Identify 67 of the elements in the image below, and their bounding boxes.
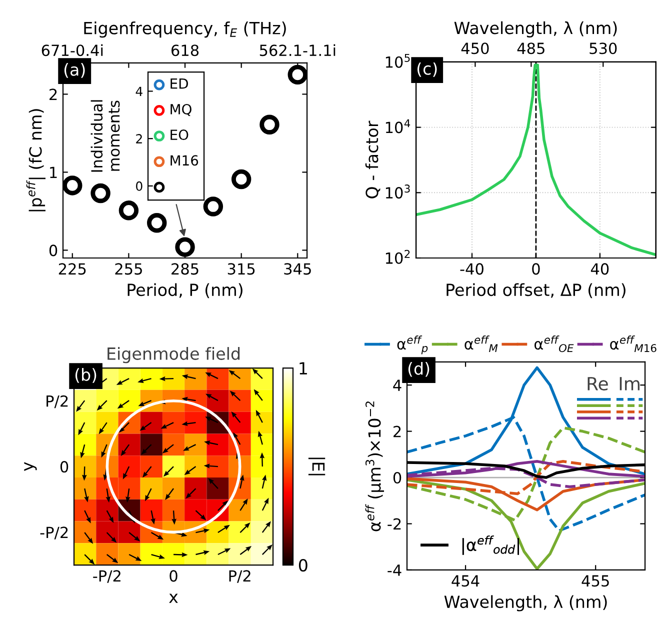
y-tick-label: 0 — [393, 472, 402, 484]
x-tick-label: 315 — [228, 263, 255, 275]
annotation: Im — [620, 377, 640, 390]
annotation: (c) — [417, 62, 437, 77]
annotation: ED — [170, 78, 188, 89]
x-tick-label: -40 — [460, 263, 484, 275]
annotation: 2 — [136, 134, 142, 144]
chart-title: Eigenmode field — [108, 347, 240, 364]
color-bar-label: 1 — [300, 362, 307, 374]
y-tick-label: 0 — [60, 461, 68, 473]
x-tick-label: P/2 — [229, 570, 250, 583]
legend-label: α$^{eff}$$_{OE}$ — [534, 336, 574, 352]
y-tick-label: 10$^{2}$ — [386, 250, 410, 264]
y-tick-label: 10$^{5}$ — [386, 54, 410, 68]
x-tick-label: 0 — [532, 263, 540, 275]
x2-tick-label: 530 — [590, 42, 617, 54]
annotation: EO — [170, 130, 188, 140]
y-tick-label: -4 — [388, 564, 402, 576]
annotation: MQ — [170, 104, 192, 116]
text: 618 — [172, 44, 199, 56]
x-tick-label: 0 — [170, 570, 178, 582]
x2-tick-label: 485 — [517, 42, 544, 54]
x-tick-label: 225 — [58, 263, 86, 275]
x-tick-label: 345 — [284, 263, 311, 275]
legend-label: α$^{eff}$$_{p}$ — [397, 336, 428, 354]
x2-tick-label: 450 — [461, 42, 489, 54]
x-tick-label: -P/2 — [93, 570, 120, 583]
legend-label: α$^{eff}$$_{M16}$ — [610, 336, 656, 352]
y-tick-label: 2 — [394, 426, 401, 438]
color-bar-label: 0 — [298, 558, 308, 572]
x-tick-label: 285 — [172, 263, 198, 275]
y-tick-label: P/2 — [46, 395, 68, 408]
annotation: (a) — [64, 63, 85, 78]
x-axis-title: Period offset, ΔP (nm) — [446, 283, 626, 298]
y-tick-label: 2 — [50, 88, 57, 100]
x-tick-label: 455 — [582, 575, 609, 587]
y-axis-title: y — [24, 462, 37, 471]
annotation: (b) — [75, 368, 96, 383]
x-tick-label: 255 — [115, 263, 142, 275]
y-axis-title: |p$^{eff}$| (fC nm) — [26, 109, 46, 212]
x-axis-title: x — [169, 594, 178, 603]
x-axis-title: Wavelength, λ (nm) — [444, 595, 607, 612]
text: Individual moments — [90, 100, 120, 172]
x-tick-label: 40 — [590, 263, 609, 275]
color-bar-title: |E| — [308, 458, 326, 476]
y-tick-label: -P/2 — [40, 526, 68, 540]
y-axis-title: α$^{eff}$ (μm$^{3}$)×10$^{−2}$ — [365, 402, 384, 532]
annotation: 4 — [136, 86, 142, 96]
annotation: Re — [588, 377, 608, 390]
y-tick-label: -2 — [388, 518, 401, 530]
annotation: M16 — [170, 155, 198, 166]
legend-label: |α$^{eff}$$_{odd}$| — [462, 536, 520, 555]
x2-axis-title: Eigenfrequency, f$_{E}$ (THz) — [84, 21, 286, 38]
y-tick-label: 10$^{4}$ — [386, 119, 410, 134]
text: 671-0.4i — [42, 44, 103, 56]
y-tick-label: 1 — [50, 166, 57, 178]
text: 562.1-1.1i — [260, 44, 336, 56]
annotation: (d) — [408, 362, 430, 377]
y-tick-label: 10$^{3}$ — [386, 184, 410, 199]
y-tick-label: 4 — [393, 380, 402, 391]
annotation: 0 — [136, 181, 142, 191]
legend-label: α$^{eff}$$_{M}$ — [464, 336, 498, 352]
y-tick-label: 0 — [49, 244, 58, 256]
x-axis-title: Period, P (nm) — [128, 283, 242, 298]
y-axis-title: Q - factor — [365, 120, 380, 198]
x-tick-label: 454 — [452, 575, 480, 587]
x2-axis-title: Wavelength, λ (nm) — [454, 21, 617, 38]
